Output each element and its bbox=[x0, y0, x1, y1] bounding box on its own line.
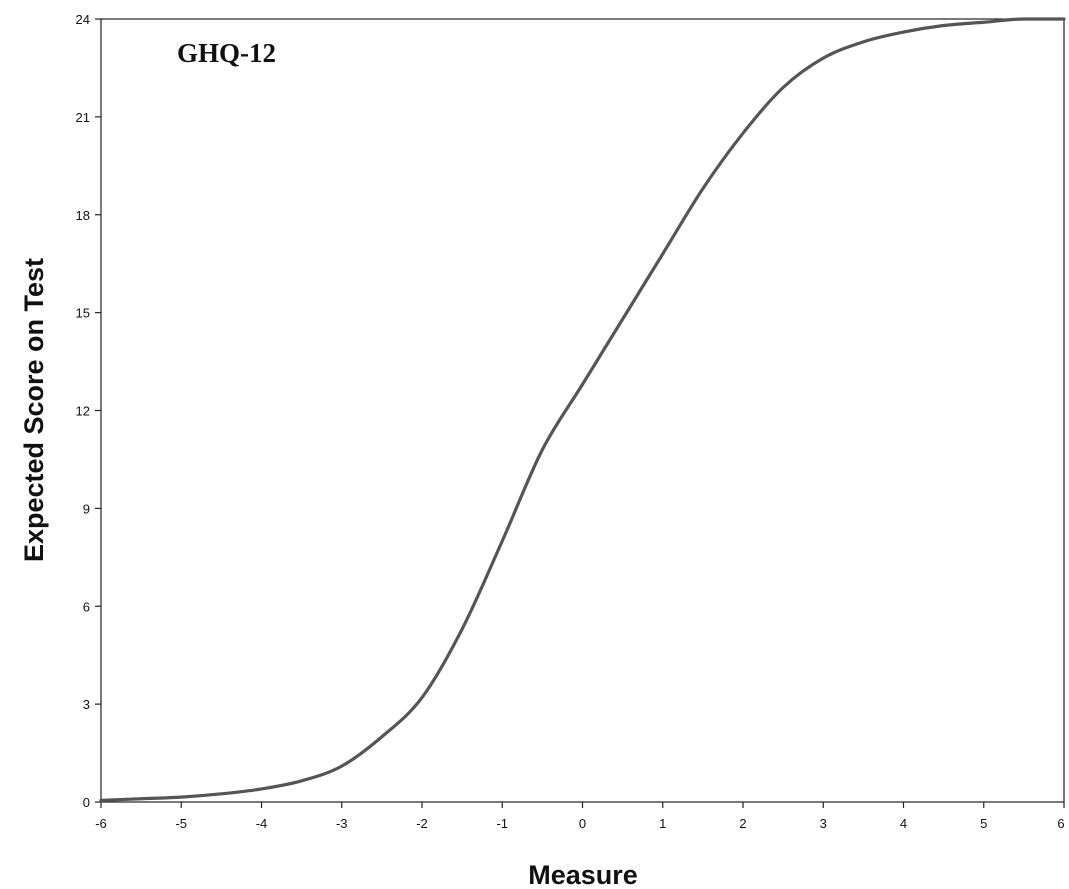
x-tick-label: 0 bbox=[579, 816, 586, 831]
x-tick-label: -1 bbox=[496, 816, 508, 831]
y-tick-label: 21 bbox=[76, 110, 90, 125]
x-tick-label: -2 bbox=[416, 816, 428, 831]
y-tick-label: 3 bbox=[83, 697, 90, 712]
y-tick-label: 24 bbox=[76, 12, 90, 27]
y-tick-label: 6 bbox=[83, 599, 90, 614]
x-tick-label: 2 bbox=[739, 816, 746, 831]
x-tick-label: 5 bbox=[980, 816, 987, 831]
y-tick-label: 18 bbox=[76, 208, 90, 223]
x-axis-title: Measure bbox=[528, 860, 638, 889]
y-tick-label: 15 bbox=[76, 306, 90, 321]
x-tick-label: -3 bbox=[336, 816, 348, 831]
chart-annotation: GHQ-12 bbox=[177, 38, 276, 68]
x-tick-label: 1 bbox=[659, 816, 666, 831]
x-tick-label: -6 bbox=[95, 816, 107, 831]
y-tick-label: 0 bbox=[83, 795, 90, 810]
x-tick-label: 3 bbox=[820, 816, 827, 831]
x-axis-ticks: -6 -5 -4 -3 -2 -1 0 1 2 3 4 5 6 bbox=[95, 802, 1065, 831]
y-tick-label: 12 bbox=[76, 404, 90, 419]
plot-area bbox=[100, 18, 1065, 803]
y-axis-ticks: 0 3 6 9 12 15 18 21 24 bbox=[76, 12, 101, 810]
x-tick-label: 6 bbox=[1057, 816, 1064, 831]
x-tick-label: -4 bbox=[256, 816, 268, 831]
x-tick-label: 4 bbox=[900, 816, 907, 831]
x-tick-label: -5 bbox=[175, 816, 187, 831]
y-axis-title: Expected Score on Test bbox=[19, 258, 49, 562]
y-tick-label: 9 bbox=[83, 501, 90, 516]
series-line bbox=[99, 17, 1066, 802]
